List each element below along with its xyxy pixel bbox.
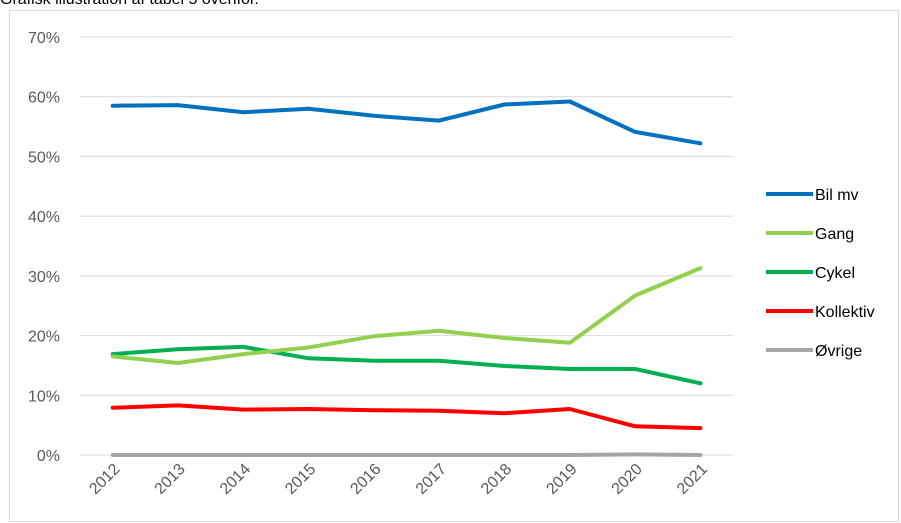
x-tick-label: 2016 — [347, 461, 384, 498]
x-tick-label: 2014 — [217, 461, 254, 498]
series-line-gang — [110, 266, 703, 365]
series-line-cykel — [110, 344, 703, 386]
y-axis-labels: 0% 10% 20% 30% 40% 50% 60% 70% — [28, 30, 60, 465]
legend-label: Kollektiv — [815, 304, 875, 321]
x-axis-labels: 2012 2013 2014 2015 2016 2017 2018 2019 2020 2021 — [86, 461, 711, 498]
legend-label: Gang — [815, 226, 854, 243]
x-tick-label: 2013 — [152, 461, 189, 498]
legend-label: Bil mv — [815, 187, 859, 204]
legend-label: Øvrige — [815, 343, 862, 360]
chart-frame — [9, 10, 899, 522]
y-tick-label: 20% — [28, 329, 60, 346]
series-lines — [110, 99, 703, 457]
x-tick-label: 2021 — [674, 461, 711, 498]
y-tick-label: 10% — [28, 388, 60, 405]
legend-label: Cykel — [815, 265, 855, 282]
y-tick-label: 60% — [28, 90, 60, 107]
y-tick-label: 30% — [28, 269, 60, 286]
series-line-kollektiv — [110, 403, 703, 431]
series-line-øvrige — [110, 452, 703, 457]
x-tick-label: 2020 — [609, 461, 646, 498]
y-tick-label: 70% — [28, 30, 60, 47]
x-tick-label: 2019 — [543, 461, 580, 498]
y-tick-label: 0% — [37, 448, 60, 465]
legend: Bil mv Gang Cykel Kollektiv Øvrige — [766, 187, 875, 360]
gridlines — [80, 36, 733, 456]
x-tick-label: 2015 — [282, 461, 319, 498]
y-tick-label: 50% — [28, 149, 60, 166]
x-tick-label: 2017 — [413, 461, 450, 498]
series-line-bil-mv — [110, 99, 703, 146]
y-tick-label: 40% — [28, 209, 60, 226]
x-tick-label: 2012 — [86, 461, 123, 498]
chart-caption: Grafisk illustration af tabel 5 ovenfor. — [0, 0, 259, 9]
x-tick-label: 2018 — [478, 461, 515, 498]
